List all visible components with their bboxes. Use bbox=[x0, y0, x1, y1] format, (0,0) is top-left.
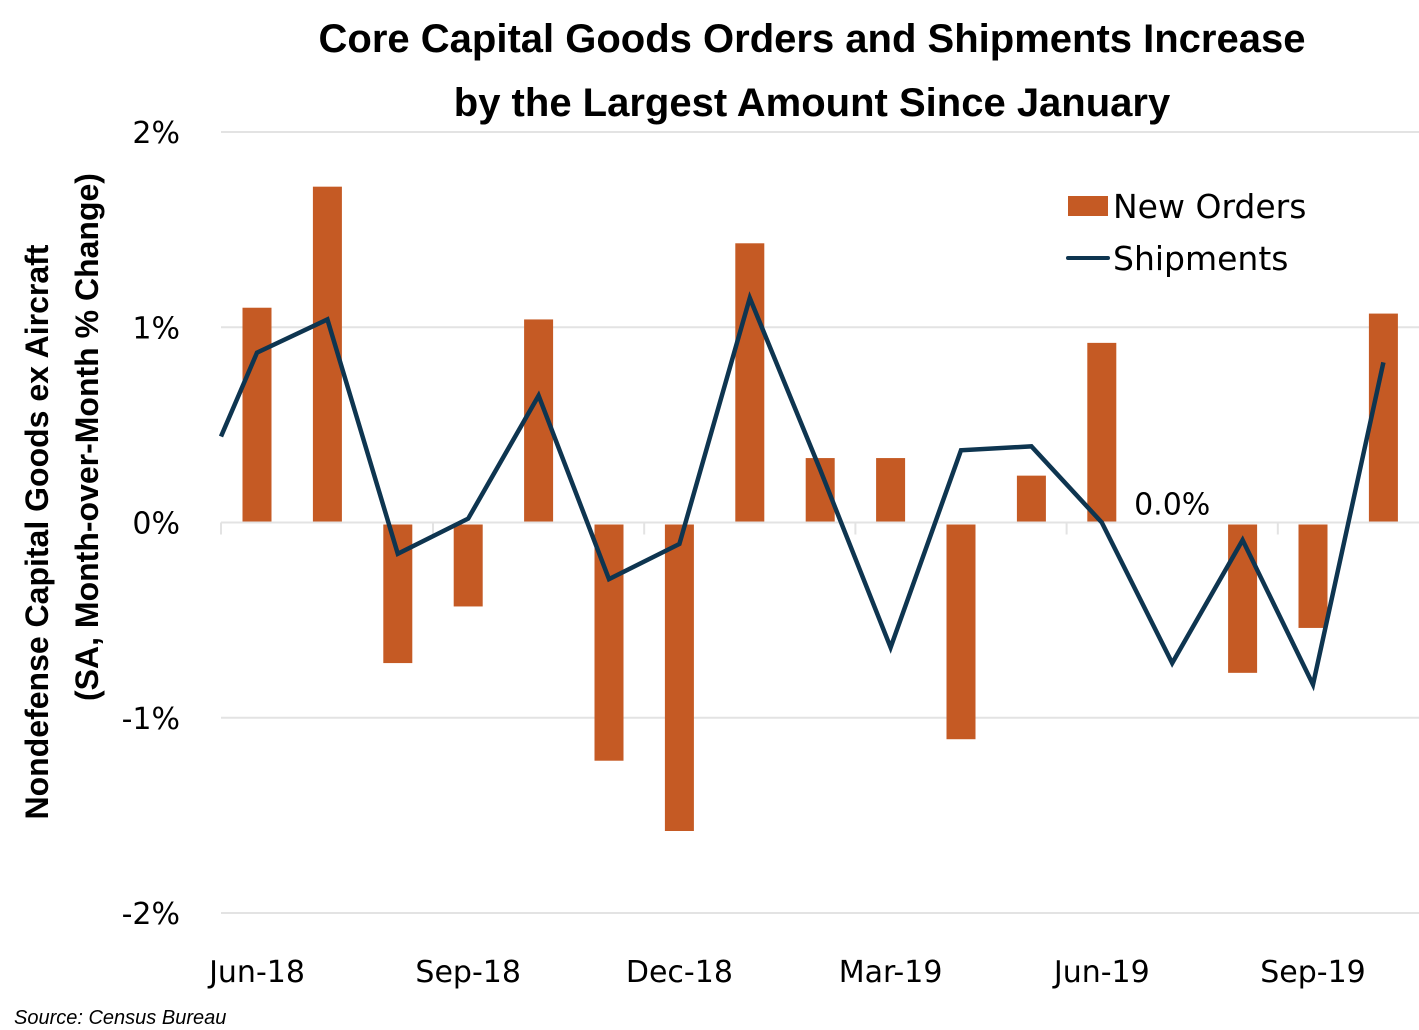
new-orders-bars bbox=[242, 186, 1398, 831]
x-tick-label: Jun-19 bbox=[1052, 955, 1150, 990]
legend: New Orders Shipments bbox=[1066, 187, 1306, 278]
gridlines bbox=[220, 131, 1419, 914]
x-axis-ticks: Jun-18 Sep-18 Dec-18 Mar-19 Jun-19 Sep-19 bbox=[207, 955, 1366, 990]
shipments-line-group bbox=[218, 291, 1386, 692]
y-tick-label: 1% bbox=[132, 311, 180, 346]
source-note: Source: Census Bureau bbox=[14, 1007, 226, 1029]
chart-title: Core Capital Goods Orders and Shipments … bbox=[319, 17, 1306, 125]
y-axis-title-line-1: Nondefense Capital Goods ex Aircraft bbox=[19, 244, 55, 819]
new-orders-bar bbox=[1298, 524, 1328, 628]
new-orders-bar bbox=[664, 524, 694, 831]
x-tick-label: Jun-18 bbox=[207, 955, 305, 990]
y-tick-label: -1% bbox=[122, 702, 180, 737]
x-tick-label: Dec-18 bbox=[626, 955, 733, 990]
y-tick-label: 2% bbox=[132, 116, 180, 151]
y-axis-ticks: 2% 1% 0% -1% -2% bbox=[122, 116, 180, 932]
new-orders-bar bbox=[946, 524, 976, 740]
chart-title-line-1: Core Capital Goods Orders and Shipments … bbox=[319, 17, 1306, 61]
new-orders-bar bbox=[735, 243, 765, 522]
x-tick-label: Sep-19 bbox=[1260, 955, 1366, 990]
y-axis-title: Nondefense Capital Goods ex Aircraft (SA… bbox=[19, 173, 105, 819]
legend-label-new-orders: New Orders bbox=[1113, 187, 1306, 226]
x-tick-label: Mar-19 bbox=[839, 955, 943, 990]
new-orders-bar bbox=[1228, 524, 1258, 673]
y-tick-label: -2% bbox=[122, 897, 180, 932]
data-label: 0.0% bbox=[1134, 488, 1210, 523]
shipments-line bbox=[218, 291, 1386, 692]
new-orders-bar bbox=[1016, 475, 1046, 522]
chart-title-line-2: by the Largest Amount Since January bbox=[454, 81, 1171, 125]
new-orders-bar bbox=[876, 458, 906, 522]
new-orders-bar bbox=[453, 524, 483, 607]
y-axis-title-line-2: (SA, Month-over-Month % Change) bbox=[69, 173, 105, 701]
new-orders-bar bbox=[242, 307, 272, 522]
y-tick-label: 0% bbox=[132, 507, 180, 542]
x-tick-label: Sep-18 bbox=[415, 955, 521, 990]
annotations: 0.0% bbox=[1134, 488, 1210, 523]
new-orders-bar bbox=[1087, 342, 1117, 522]
new-orders-bar bbox=[1368, 313, 1398, 522]
legend-swatch-new-orders bbox=[1068, 196, 1108, 216]
new-orders-bar bbox=[594, 524, 624, 761]
new-orders-bar bbox=[383, 524, 413, 664]
legend-label-shipments: Shipments bbox=[1113, 239, 1288, 278]
